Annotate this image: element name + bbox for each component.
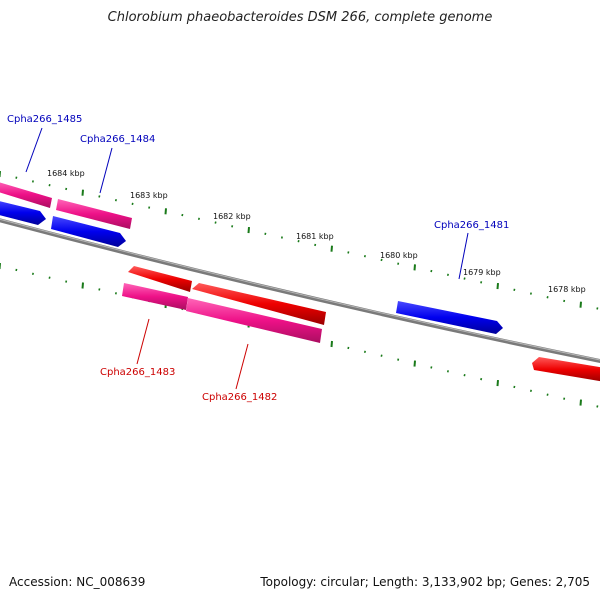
minor-tick — [314, 243, 317, 247]
minor-tick — [529, 389, 532, 393]
major-tick — [81, 282, 84, 289]
gene-label-cpha266-1485[interactable]: Cpha266_1485 — [7, 114, 82, 125]
minor-tick — [98, 195, 101, 198]
minor-tick — [31, 272, 34, 275]
major-tick — [496, 379, 499, 387]
minor-tick — [596, 307, 599, 310]
leader-line-1484 — [99, 147, 113, 194]
cds-forward-1481[interactable] — [396, 301, 503, 334]
accession-text: Accession: NC_008639 — [9, 575, 146, 589]
tick-label-1684: 1684 kbp — [47, 169, 85, 178]
minor-tick — [546, 393, 549, 396]
tick-label-1679: 1679 kbp — [463, 268, 501, 277]
cds-reverse-1482[interactable] — [192, 283, 326, 325]
cds-reverse-1478[interactable] — [532, 357, 600, 382]
minor-tick — [280, 236, 283, 239]
minor-tick — [446, 370, 449, 373]
minor-tick — [65, 280, 68, 283]
minor-tick — [380, 258, 383, 262]
minor-tick — [148, 206, 151, 209]
gene-cpha266-1485-bar[interactable] — [0, 181, 52, 208]
minor-tick — [546, 296, 549, 299]
major-tick — [247, 226, 250, 234]
minor-tick — [197, 217, 200, 221]
minor-tick — [380, 354, 383, 357]
minor-tick — [397, 262, 400, 265]
cds-forward-1485[interactable] — [0, 200, 46, 225]
genome-backbone-highlight — [0, 218, 600, 361]
major-tick — [164, 208, 167, 215]
major-tick — [579, 301, 582, 308]
gene-cpha266-1483-bar[interactable] — [122, 283, 188, 310]
minor-tick — [231, 225, 234, 228]
leader-line-1483 — [136, 318, 150, 365]
leader-line-1485 — [25, 127, 43, 173]
gene-label-cpha266-1484[interactable]: Cpha266_1484 — [80, 134, 155, 145]
minor-tick — [563, 397, 566, 400]
leader-line-1481 — [458, 232, 469, 280]
gene-cpha266-1482-bar[interactable] — [186, 298, 322, 343]
cds-forward-1484[interactable] — [51, 216, 126, 247]
gene-label-cpha266-1481[interactable]: Cpha266_1481 — [434, 220, 509, 231]
minor-tick — [463, 277, 466, 280]
minor-tick — [347, 251, 350, 254]
leader-line-1482 — [235, 343, 249, 390]
minor-tick — [131, 202, 134, 206]
minor-tick — [480, 377, 483, 381]
major-tick — [413, 360, 416, 367]
tick-label-1683: 1683 kbp — [130, 191, 168, 200]
minor-tick — [363, 254, 366, 258]
minor-tick — [264, 232, 267, 235]
minor-tick — [513, 288, 516, 291]
major-tick — [496, 282, 499, 290]
minor-tick — [114, 198, 117, 202]
cds-reverse-1483[interactable] — [128, 266, 192, 292]
minor-tick — [98, 288, 101, 291]
minor-tick — [31, 180, 34, 183]
major-tick — [330, 340, 333, 348]
minor-tick — [15, 268, 18, 272]
minor-tick — [430, 366, 433, 369]
tick-label-1680: 1680 kbp — [380, 251, 418, 260]
gene-label-cpha266-1483[interactable]: Cpha266_1483 — [100, 367, 175, 378]
minor-tick — [529, 292, 532, 295]
minor-tick — [114, 292, 117, 295]
minor-tick — [430, 269, 433, 273]
tick-label-1678: 1678 kbp — [548, 285, 586, 294]
gene-label-cpha266-1482[interactable]: Cpha266_1482 — [202, 392, 277, 403]
minor-tick — [513, 385, 516, 389]
minor-tick — [446, 273, 449, 277]
minor-tick — [181, 213, 184, 217]
minor-tick — [596, 405, 599, 408]
genome-summary-text: Topology: circular; Length: 3,133,902 bp… — [260, 575, 590, 589]
minor-tick — [563, 299, 566, 303]
major-tick — [330, 245, 333, 252]
minor-tick — [480, 281, 483, 284]
minor-tick — [48, 276, 51, 279]
minor-tick — [15, 176, 18, 179]
minor-tick — [363, 350, 366, 354]
minor-tick — [397, 358, 400, 361]
map-title: Chlorobium phaeobacteroides DSM 266, com… — [107, 10, 493, 25]
minor-tick — [463, 374, 466, 377]
major-tick — [413, 264, 416, 271]
minor-tick — [48, 184, 51, 187]
tick-label-1682: 1682 kbp — [213, 212, 251, 221]
minor-tick — [214, 221, 217, 224]
major-tick — [81, 189, 84, 196]
major-tick — [579, 399, 582, 406]
minor-tick — [297, 240, 300, 243]
minor-tick — [347, 346, 350, 350]
gene-cpha266-1484-bar[interactable] — [56, 199, 132, 229]
minor-tick — [65, 187, 68, 191]
tick-label-1681: 1681 kbp — [296, 232, 334, 241]
outer-tick-track — [0, 171, 599, 310]
genome-backbone — [0, 218, 600, 364]
